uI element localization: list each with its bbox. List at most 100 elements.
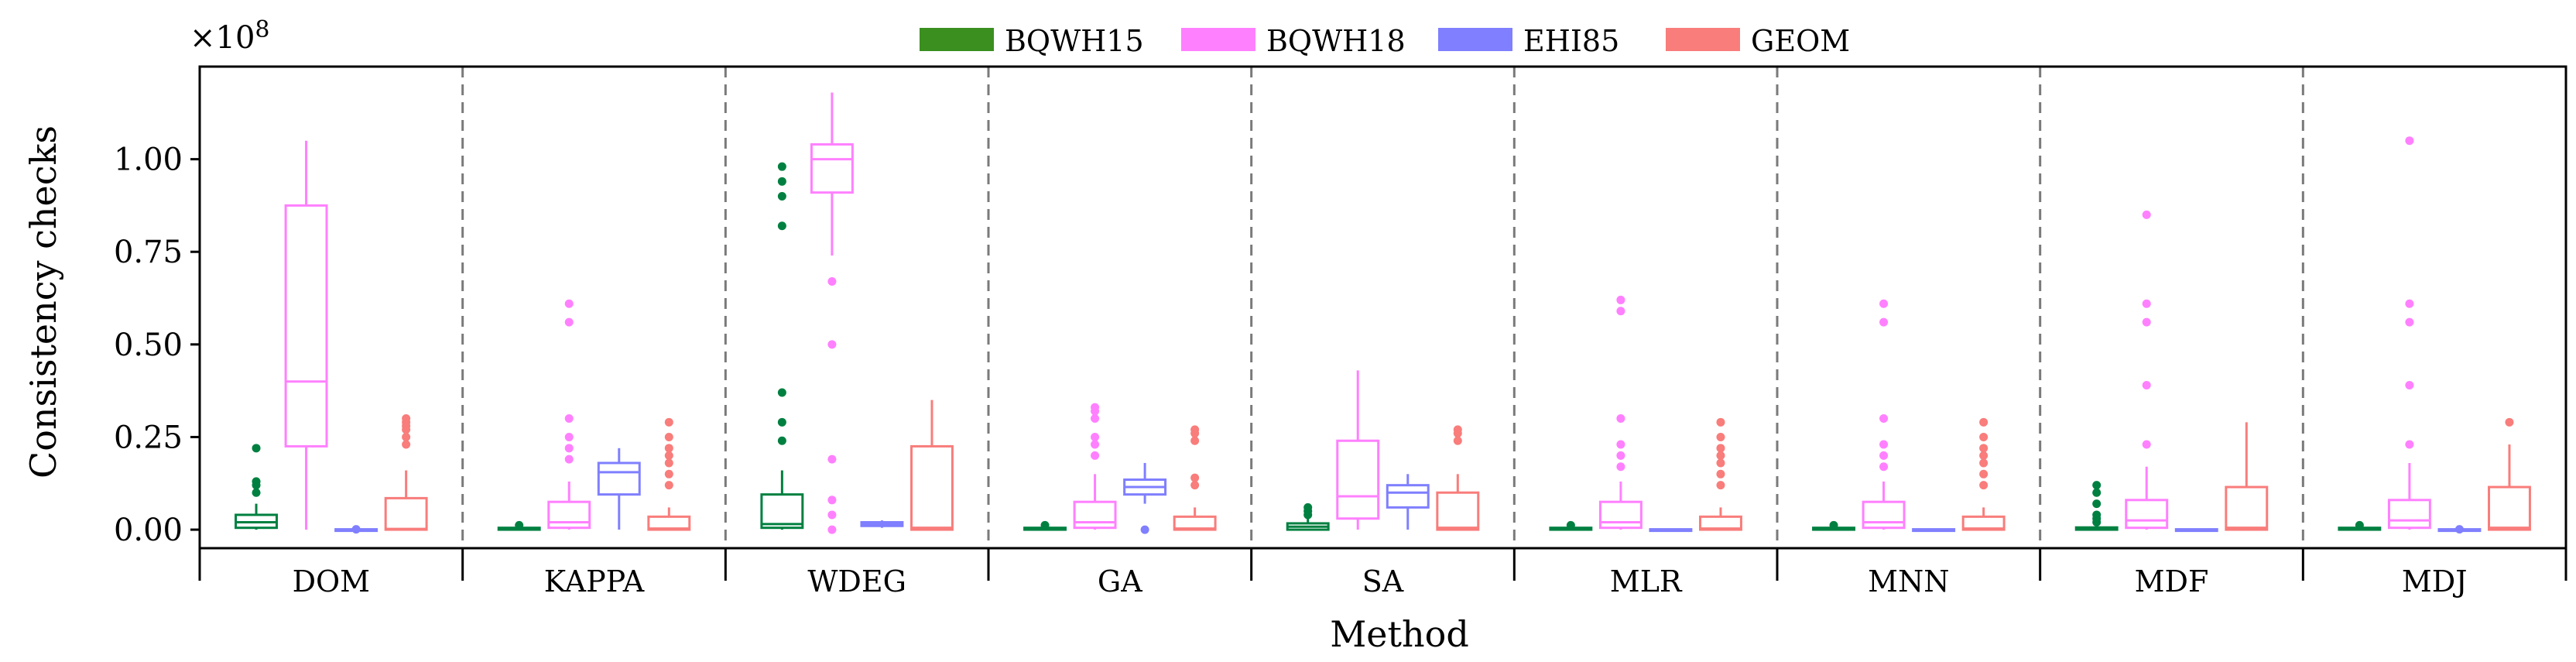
outlier-point	[564, 444, 574, 453]
box-BQWH15-DOM	[235, 444, 278, 530]
x-tick-label: WDEG	[807, 564, 906, 599]
x-tick-label: MNN	[1868, 564, 1949, 599]
outlier-point	[1091, 432, 1100, 441]
legend-item-BQWH15: BQWH15	[920, 24, 1144, 58]
outlier-point	[1879, 317, 1889, 327]
outlier-point	[2092, 488, 2102, 497]
box-GEOM-DOM	[384, 414, 428, 531]
outlier-point	[1879, 451, 1889, 460]
x-tick-label: MDF	[2135, 564, 2209, 599]
outlier-point	[1190, 481, 1200, 490]
box-iqr	[547, 500, 591, 530]
outlier-point	[2355, 520, 2364, 530]
box-GEOM-KAPPA	[647, 417, 691, 531]
box-GEOM-MNN	[1961, 417, 2006, 531]
box-BQWH18-GA	[1073, 403, 1117, 530]
box-EHI85-SA	[1386, 474, 1430, 530]
outlier-point	[1303, 503, 1313, 512]
outlier-point	[1716, 481, 1725, 490]
outlier-point	[1566, 520, 1575, 530]
plot-frame	[198, 65, 2567, 550]
outlier-point	[827, 496, 837, 505]
outlier-point	[564, 454, 574, 464]
outlier-point	[1190, 473, 1200, 482]
outlier-point	[2142, 317, 2151, 327]
box-iqr	[2125, 499, 2169, 530]
outlier-point	[1716, 444, 1725, 453]
outlier-point	[664, 481, 673, 490]
outlier-point	[515, 520, 524, 530]
x-tick-label: SA	[1362, 564, 1404, 599]
box-EHI85-MNN	[1912, 528, 1956, 533]
outlier-point	[252, 488, 261, 497]
box-iqr	[597, 461, 641, 496]
legend: BQWH15 BQWH18 EHI85 GEOM	[920, 24, 1850, 58]
box-iqr	[910, 444, 954, 531]
box-BQWH15-MLR	[1549, 520, 1593, 531]
box-iqr	[2387, 499, 2431, 530]
outlier-point	[1979, 481, 1989, 490]
box-BQWH18-SA	[1336, 370, 1380, 530]
x-tick-label: MLR	[1610, 564, 1683, 599]
outlier-point	[1190, 436, 1200, 445]
box-GEOM-SA	[1436, 425, 1480, 531]
outlier-point	[1979, 417, 1989, 427]
outlier-point	[1616, 295, 1625, 304]
outlier-point	[1829, 520, 1838, 530]
outlier-point	[1616, 307, 1625, 316]
outlier-point	[2092, 510, 2102, 520]
outlier-point	[1879, 414, 1889, 424]
outlier-point	[2142, 380, 2151, 389]
outlier-point	[1716, 469, 1725, 478]
y-tick-label: 1.00	[114, 142, 183, 178]
box-BQWH18-KAPPA	[547, 299, 591, 530]
box-iqr	[1862, 500, 1906, 530]
outlier-point	[2405, 299, 2414, 308]
outlier-point	[402, 432, 411, 441]
outlier-point	[664, 469, 673, 478]
y-axis: 0.00 0.25 0.50 0.75 1.00	[114, 142, 200, 548]
x-tick-label: DOM	[293, 564, 371, 599]
plot-area	[198, 65, 2567, 550]
box-BQWH18-MDJ	[2387, 136, 2431, 530]
outlier-point	[1716, 451, 1725, 460]
outlier-point	[1616, 414, 1625, 424]
box-iqr	[760, 493, 804, 530]
outlier-point	[2142, 299, 2151, 308]
box-iqr	[1598, 500, 1643, 530]
outlier-point	[564, 299, 574, 308]
box-GEOM-WDEG	[910, 400, 954, 531]
y-tick-label: 0.50	[114, 328, 183, 363]
box-GEOM-MDF	[2225, 422, 2269, 531]
outlier-point	[777, 191, 786, 201]
box-BQWH15-SA	[1286, 503, 1330, 531]
outlier-point	[1453, 436, 1462, 445]
legend-item-BQWH18: BQWH18	[1181, 24, 1406, 58]
legend-item-GEOM: GEOM	[1666, 24, 1850, 58]
outlier-point	[1091, 403, 1100, 412]
box-GEOM-MDJ	[2488, 417, 2531, 531]
legend-label: BQWH18	[1266, 24, 1406, 58]
outlier-point	[2092, 499, 2102, 509]
box-iqr	[1073, 500, 1117, 530]
outlier-point	[402, 414, 411, 424]
box-iqr	[1386, 484, 1430, 509]
outlier-point	[777, 436, 786, 445]
outlier-point	[777, 221, 786, 231]
legend-swatch	[1438, 28, 1512, 51]
outlier-point	[1879, 299, 1889, 308]
outlier-point	[1091, 414, 1100, 424]
outlier-point	[2092, 481, 2102, 490]
box-iqr	[284, 204, 328, 448]
outlier-point	[1716, 458, 1725, 468]
box-GEOM-GA	[1173, 425, 1217, 531]
x-tick-label: MDJ	[2402, 564, 2468, 599]
box-BQWH18-DOM	[284, 140, 328, 530]
outlier-point	[827, 454, 837, 464]
box-iqr	[1336, 439, 1380, 520]
outlier-point	[827, 340, 837, 349]
outlier-point	[664, 417, 673, 427]
outlier-point	[777, 162, 786, 171]
y-scale-label: ×108	[190, 16, 270, 56]
outlier-point	[1616, 462, 1625, 472]
